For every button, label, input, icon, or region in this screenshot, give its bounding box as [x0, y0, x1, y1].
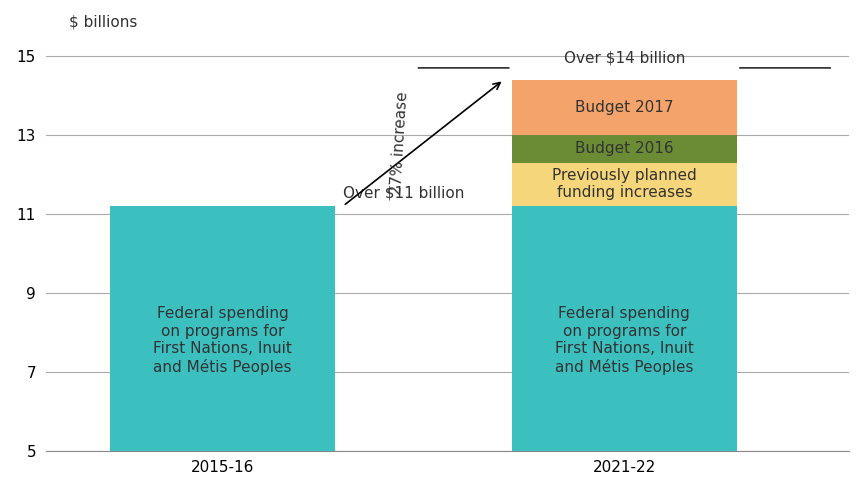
Bar — [110, 206, 335, 451]
Text: Previously planned
funding increases: Previously planned funding increases — [552, 168, 697, 201]
Text: Over $11 billion: Over $11 billion — [343, 185, 464, 200]
Bar — [512, 206, 737, 451]
Text: Federal spending
on programs for
First Nations, Inuit
and Métis Peoples: Federal spending on programs for First N… — [555, 307, 694, 375]
Text: Federal spending
on programs for
First Nations, Inuit
and Métis Peoples: Federal spending on programs for First N… — [153, 307, 292, 375]
Text: 27% increase: 27% increase — [389, 91, 410, 195]
Text: Over $14 billion: Over $14 billion — [564, 51, 685, 66]
Text: Budget 2016: Budget 2016 — [575, 141, 674, 156]
Text: $ billions: $ billions — [69, 15, 138, 30]
Text: Budget 2017: Budget 2017 — [575, 100, 674, 115]
Bar — [512, 135, 737, 162]
Bar — [512, 162, 737, 206]
Bar — [512, 80, 737, 135]
